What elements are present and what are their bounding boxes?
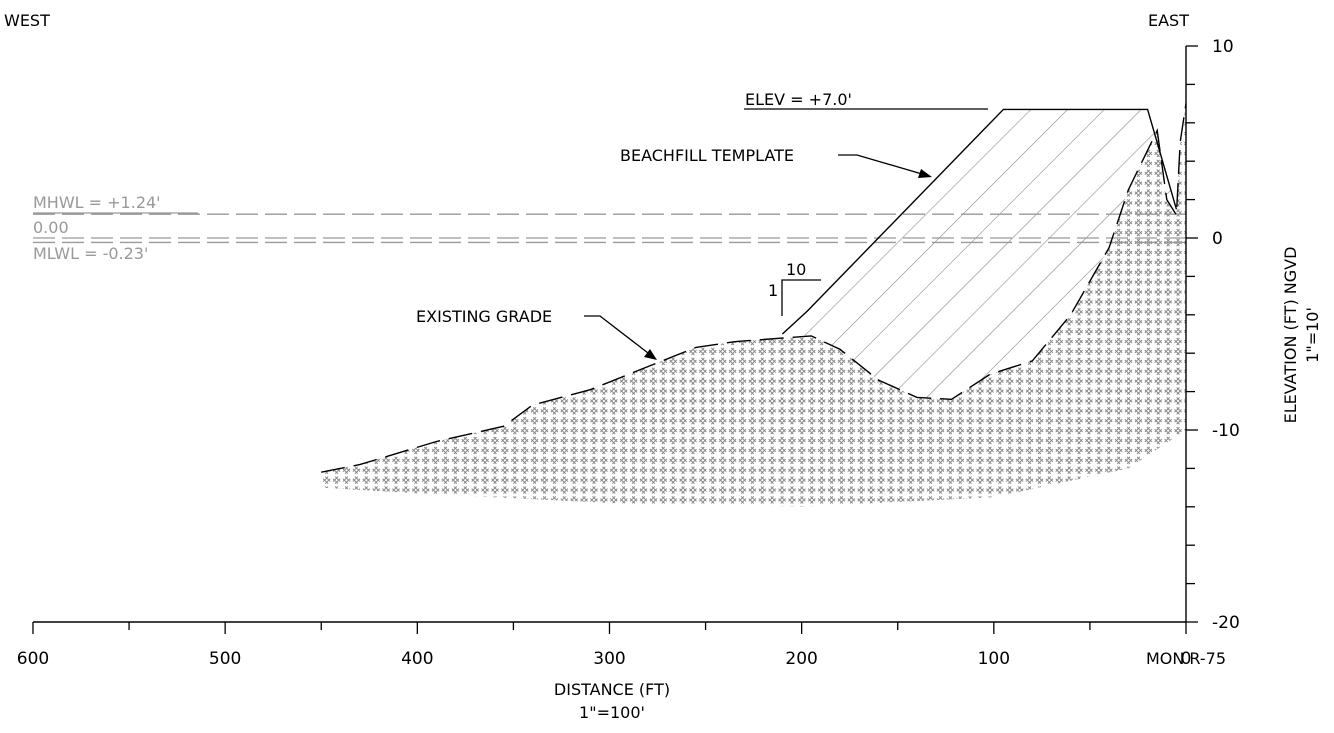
- x-axis-title: DISTANCE (FT): [554, 680, 670, 699]
- y-tick-label--10: -10: [1212, 421, 1240, 441]
- existing-sand-hatch: [321, 103, 1186, 507]
- y-axis-title: ELEVATION (FT) NGVD: [1281, 247, 1300, 424]
- x-tick-label-200: 200: [785, 649, 817, 669]
- west-label: WEST: [4, 11, 50, 30]
- x-tick-label-100: 100: [978, 649, 1010, 669]
- x-axis-ticks: 600 500 400 300 200 100 0: [17, 622, 1192, 669]
- east-label: EAST: [1148, 11, 1189, 30]
- y-axis-scale: 1"=10': [1303, 307, 1322, 363]
- x-tick-label-600: 600: [17, 649, 49, 669]
- mhwl-label: MHWL = +1.24': [33, 193, 161, 212]
- slope-rise-label: 1: [768, 281, 778, 300]
- beachfill-label: BEACHFILL TEMPLATE: [620, 146, 794, 165]
- x-tick-label-400: 400: [401, 649, 433, 669]
- existing-grade-leader: [584, 315, 649, 354]
- y-tick-label-10: 10: [1212, 37, 1234, 57]
- mlwl-label: MLWL = -0.23': [33, 244, 148, 263]
- existing-grade-label: EXISTING GRADE: [416, 307, 552, 326]
- y-tick-label--20: -20: [1212, 613, 1240, 633]
- monument-label: MON R-75: [1146, 649, 1226, 668]
- x-axis-scale: 1"=100': [579, 703, 645, 722]
- x-tick-label-0: 0: [1181, 649, 1192, 669]
- beachfill-leader: [838, 154, 923, 175]
- x-tick-label-500: 500: [209, 649, 241, 669]
- existing-grade-line: [321, 103, 1187, 473]
- slope-indicator: [781, 279, 821, 316]
- zero-label: 0.00: [33, 218, 69, 237]
- y-tick-label-0: 0: [1212, 229, 1223, 249]
- beachfill-arrowhead: [918, 169, 932, 178]
- beachfill-hatch: [782, 109, 1177, 400]
- existing-grade-arrowhead: [644, 349, 657, 360]
- beachfill-template-line: [781, 108, 1178, 335]
- slope-run-label: 10: [786, 260, 806, 279]
- y-axis-ticks: 10 0 -10 -20: [1186, 37, 1240, 633]
- elev-label: ELEV = +7.0': [745, 90, 852, 109]
- x-tick-label-300: 300: [593, 649, 625, 669]
